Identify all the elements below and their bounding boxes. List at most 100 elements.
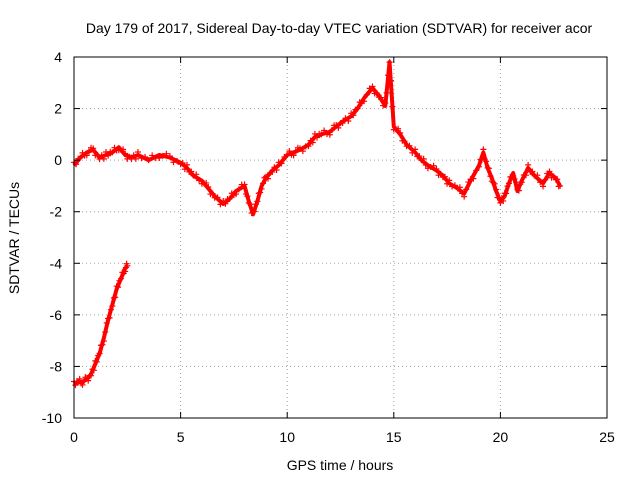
data-point <box>299 148 306 155</box>
data-point <box>93 358 100 365</box>
data-point <box>412 146 419 153</box>
y-tick-label: 2 <box>54 101 62 117</box>
data-point <box>174 158 181 165</box>
data-point <box>451 182 458 189</box>
data-point <box>546 168 553 175</box>
data-point <box>241 181 248 188</box>
data-point <box>354 105 361 112</box>
data-point <box>389 103 396 110</box>
data-point <box>345 118 352 125</box>
data-point <box>554 176 561 183</box>
data-point <box>254 198 261 205</box>
data-point <box>134 148 141 155</box>
data-point <box>209 190 216 197</box>
data-point <box>273 167 280 174</box>
y-tick-label: -4 <box>50 255 63 271</box>
data-point <box>433 165 440 172</box>
y-tick-label: -6 <box>50 307 63 323</box>
data-point <box>72 382 79 389</box>
data-point <box>382 99 389 106</box>
data-point <box>473 167 480 174</box>
data-point <box>233 191 240 198</box>
series-2 <box>71 59 564 217</box>
data-point <box>290 152 297 159</box>
data-point <box>251 208 258 215</box>
data-point <box>269 168 276 175</box>
data-point <box>117 275 124 282</box>
data-point <box>85 377 92 384</box>
data-point <box>409 149 416 156</box>
data-point <box>159 152 166 159</box>
data-point <box>505 180 512 187</box>
data-point <box>112 294 119 301</box>
data-point <box>461 193 468 200</box>
data-point <box>542 176 549 183</box>
data-point <box>339 119 346 126</box>
data-point <box>102 329 109 336</box>
data-point <box>430 162 437 169</box>
data-point <box>441 173 448 180</box>
data-point <box>424 165 431 172</box>
y-tick-label: 4 <box>54 49 62 65</box>
data-point <box>96 350 103 357</box>
data-point <box>183 161 190 168</box>
y-tick-label: -10 <box>42 410 62 426</box>
y-tick-label: 0 <box>54 152 62 168</box>
data-point <box>244 193 251 200</box>
data-point <box>179 159 186 166</box>
data-point <box>323 131 330 138</box>
data-point <box>511 176 518 183</box>
data-point <box>203 179 210 186</box>
data-point <box>422 162 429 169</box>
data-point <box>420 155 427 162</box>
data-point <box>483 158 490 165</box>
data-point <box>156 154 163 161</box>
data-point <box>416 153 423 160</box>
y-axis-title: SDTVAR / TECUs <box>6 182 22 294</box>
data-point <box>142 153 149 160</box>
data-point <box>109 303 116 310</box>
data-point <box>109 149 116 156</box>
data-point <box>318 131 325 138</box>
data-point <box>260 180 267 187</box>
data-point <box>518 179 525 186</box>
data-point <box>373 90 380 97</box>
data-point <box>476 163 483 170</box>
data-point <box>217 201 224 208</box>
data-point <box>486 165 493 172</box>
x-tick-label: 15 <box>386 429 402 445</box>
data-point <box>314 134 321 141</box>
data-point <box>100 155 107 162</box>
data-point <box>170 159 177 166</box>
data-point <box>163 150 170 157</box>
data-point <box>540 183 547 190</box>
data-point <box>328 127 335 134</box>
data-point <box>181 166 188 173</box>
y-tick-label: -8 <box>50 358 63 374</box>
data-point <box>120 146 127 153</box>
data-point <box>493 186 500 193</box>
plot-frame <box>73 56 608 419</box>
data-point <box>478 156 485 163</box>
data-point <box>305 143 312 150</box>
data-point <box>537 179 544 186</box>
data-point <box>360 98 367 105</box>
data-point <box>550 173 557 180</box>
data-point <box>90 145 97 152</box>
data-point <box>385 72 392 79</box>
data-point <box>491 180 498 187</box>
data-point <box>188 168 195 175</box>
data-point <box>132 155 139 162</box>
data-point <box>529 168 536 175</box>
data-point <box>278 160 285 167</box>
data-point <box>480 146 487 153</box>
data-point <box>378 94 385 101</box>
data-point <box>222 200 229 207</box>
data-point <box>446 177 453 184</box>
data-point <box>487 173 494 180</box>
axis-ticks: 0 5 10 15 20 25 -10 -8 -6 -4 -2 0 2 4 <box>42 49 615 445</box>
data-point <box>258 185 265 192</box>
data-point <box>107 306 114 313</box>
data-point <box>83 152 90 159</box>
